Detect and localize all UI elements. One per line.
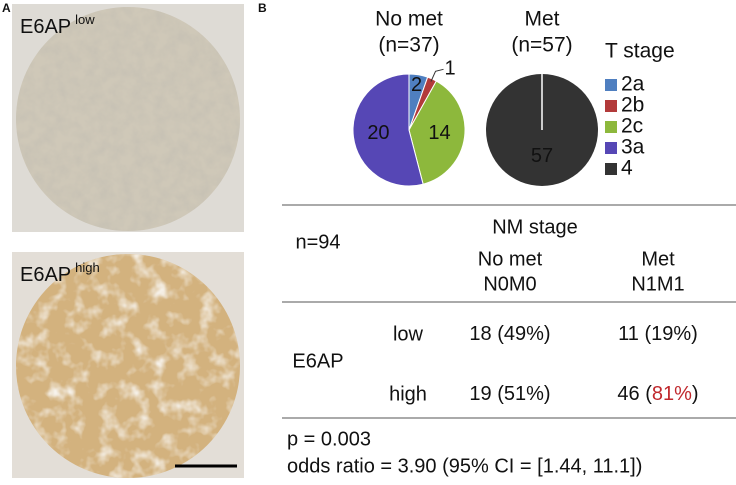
- cell-part: 11 (: [618, 323, 651, 345]
- column-header: N1M1: [631, 273, 684, 295]
- slice-label: 20: [367, 122, 389, 144]
- stat-line: p = 0.003: [287, 428, 371, 450]
- legend-swatch: [605, 100, 617, 112]
- slice-label: 1: [445, 58, 456, 80]
- chart-subtitle: (n=57): [511, 34, 572, 57]
- row-label: low: [393, 323, 424, 345]
- table-corner: n=94: [295, 231, 340, 253]
- image-label: E6AP high: [20, 260, 100, 286]
- table-row-group: E6AP: [292, 350, 343, 372]
- cell-part: ): [692, 383, 699, 405]
- pie-slice: [352, 73, 424, 187]
- chart-title: No met: [375, 8, 443, 31]
- tissue-texture: [16, 7, 240, 231]
- cell-part: ): [544, 383, 551, 405]
- cell-part: 46 (: [617, 383, 652, 405]
- legend-label: 2a: [621, 73, 645, 96]
- cell-part: 18 (: [469, 323, 504, 345]
- slice-label: 57: [531, 145, 553, 167]
- cell-part: ): [691, 323, 698, 345]
- cell-part: ): [544, 323, 551, 345]
- image-label: E6AP low: [20, 12, 95, 38]
- pie-slice: [408, 80, 466, 185]
- column-header: N0M0: [483, 273, 536, 295]
- row-label: high: [389, 383, 427, 405]
- column-header: No met: [478, 248, 543, 270]
- legend-swatch: [605, 142, 617, 154]
- panel-label: B: [258, 1, 267, 15]
- stat-line: odds ratio = 3.90 (95% CI = [1.44, 11.1]…: [287, 455, 642, 477]
- legend-title: T stage: [605, 40, 675, 63]
- column-header: Met: [641, 248, 675, 270]
- legend-swatch: [605, 121, 617, 133]
- legend-label: 2c: [621, 115, 643, 138]
- chart-title: Met: [524, 8, 559, 31]
- chart-subtitle: (n=37): [378, 34, 439, 57]
- legend-label: 4: [621, 157, 633, 180]
- slice-label: 2: [411, 74, 422, 96]
- table-cell: 19 (51%): [469, 383, 550, 405]
- cell-part: 19 (: [469, 383, 504, 405]
- table-cell: 18 (49%): [469, 323, 550, 345]
- cell-part: 81%: [652, 383, 692, 405]
- table-group-header: NM stage: [492, 216, 578, 238]
- legend-label: 2b: [621, 94, 644, 117]
- legend-swatch: [605, 79, 617, 91]
- slice-label: 14: [428, 122, 450, 144]
- legend-swatch: [605, 163, 617, 175]
- cell-part: 49%: [504, 323, 544, 345]
- table-cell: 46 (81%): [617, 383, 698, 405]
- cell-part: 19%: [651, 323, 691, 345]
- cell-part: 51%: [504, 383, 544, 405]
- legend-label: 3a: [621, 136, 645, 159]
- table-cell: 11 (19%): [618, 323, 698, 345]
- leader-line: [430, 68, 444, 82]
- tissue-texture: [16, 254, 240, 478]
- panel-label: A: [2, 1, 11, 15]
